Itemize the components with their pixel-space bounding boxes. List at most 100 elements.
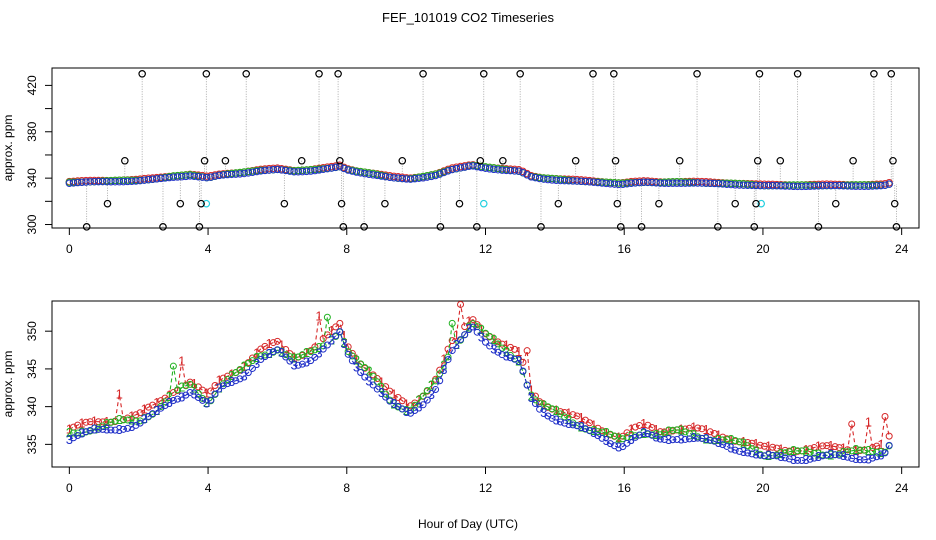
data-point xyxy=(773,182,781,190)
data-point xyxy=(178,173,186,181)
series-point xyxy=(161,402,169,410)
series-point xyxy=(869,444,877,452)
data-point xyxy=(111,178,119,186)
series-point xyxy=(719,436,727,444)
data-point xyxy=(327,164,336,172)
data-point xyxy=(594,178,602,187)
series-point xyxy=(635,431,643,439)
data-point xyxy=(248,168,257,176)
series-point xyxy=(469,316,477,324)
x-tick-label: 12 xyxy=(479,242,493,256)
data-point xyxy=(227,170,236,179)
series-point-label: 1 xyxy=(865,415,872,430)
series-point-label: 2 xyxy=(840,445,847,460)
series-point xyxy=(548,405,556,413)
series-point-label: 3 xyxy=(740,444,747,459)
data-point xyxy=(65,179,74,187)
series-point-label: 2 xyxy=(278,345,285,360)
series-point xyxy=(631,423,639,431)
data-point xyxy=(190,172,198,180)
data-point xyxy=(148,175,157,183)
series-point-label: 3 xyxy=(877,447,884,462)
series-point xyxy=(848,420,856,428)
data-point xyxy=(556,176,565,185)
series-point xyxy=(136,419,144,427)
flagged-point xyxy=(516,69,524,78)
data-point xyxy=(107,178,115,186)
series-point-label: 1 xyxy=(91,414,98,429)
series-point-label: 3 xyxy=(852,451,859,466)
series-point xyxy=(86,418,94,426)
cyan-point xyxy=(202,199,211,208)
series-point-label: 1 xyxy=(640,416,647,431)
series-point xyxy=(169,396,177,404)
series-point-label: 3 xyxy=(303,355,310,370)
data-point xyxy=(307,167,315,175)
series-point xyxy=(748,450,756,458)
series-point xyxy=(132,421,140,429)
data-point xyxy=(215,171,223,180)
series-point xyxy=(373,385,381,393)
series-point-label: 3 xyxy=(378,385,385,400)
data-point xyxy=(535,174,544,183)
series-point-label: 2 xyxy=(852,442,859,457)
series-point xyxy=(319,335,327,343)
data-point xyxy=(406,175,415,183)
data-point xyxy=(581,177,590,186)
data-point xyxy=(431,171,440,180)
data-point xyxy=(211,172,219,180)
series-point xyxy=(519,358,527,366)
series-point xyxy=(486,342,494,350)
data-point xyxy=(877,181,885,190)
series-point-label: 3 xyxy=(553,412,560,427)
series-point-label: 3 xyxy=(453,337,460,352)
series-point-label: 1 xyxy=(403,396,410,411)
series-point xyxy=(706,428,714,436)
series-point xyxy=(781,449,789,457)
series-point xyxy=(769,451,777,459)
series-point xyxy=(623,439,631,447)
series-point-label: 2 xyxy=(178,380,185,395)
series-point xyxy=(586,427,594,435)
data-point xyxy=(294,168,302,176)
series-point xyxy=(735,447,743,455)
series-point-label: 3 xyxy=(702,431,709,446)
data-point xyxy=(257,167,265,175)
series-point-label: 2 xyxy=(565,412,572,427)
series-point xyxy=(136,409,144,417)
series-point-label: 3 xyxy=(490,341,497,356)
flagged-point xyxy=(280,199,289,208)
series-point xyxy=(199,394,207,402)
series-point-label: 2 xyxy=(790,443,797,458)
series-point xyxy=(432,377,440,385)
series-point-label: 3 xyxy=(328,333,335,348)
series-point-label: 3 xyxy=(315,345,322,360)
series-point-label: 3 xyxy=(178,389,185,404)
series-point-label: 2 xyxy=(815,446,822,461)
y-tick-label: 340 xyxy=(25,168,39,188)
series-point-label: 2 xyxy=(128,412,135,427)
series-point-label: 2 xyxy=(603,425,610,440)
series-point-label: 1 xyxy=(590,417,597,432)
series-point-label: 2 xyxy=(465,320,472,335)
data-point xyxy=(644,178,652,186)
series-point-label: 3 xyxy=(290,357,297,372)
series-point-label: 3 xyxy=(428,387,435,402)
data-point xyxy=(839,182,848,190)
series-point xyxy=(706,436,714,444)
series-point xyxy=(781,446,789,454)
series-point-label: 3 xyxy=(690,430,697,445)
series-point xyxy=(823,442,831,450)
data-point xyxy=(735,181,744,189)
series-point-label: 1 xyxy=(565,405,572,420)
series-point-label: 2 xyxy=(428,377,435,392)
flagged-point xyxy=(476,156,485,165)
series-point-label: 3 xyxy=(815,449,822,464)
series-point-label: 1 xyxy=(353,352,360,367)
series-point xyxy=(382,383,390,391)
series-point xyxy=(606,440,614,448)
series-point xyxy=(336,328,344,336)
series-point xyxy=(282,353,290,361)
series-point-label: 1 xyxy=(116,386,123,401)
series-point-label: 1 xyxy=(66,421,73,436)
